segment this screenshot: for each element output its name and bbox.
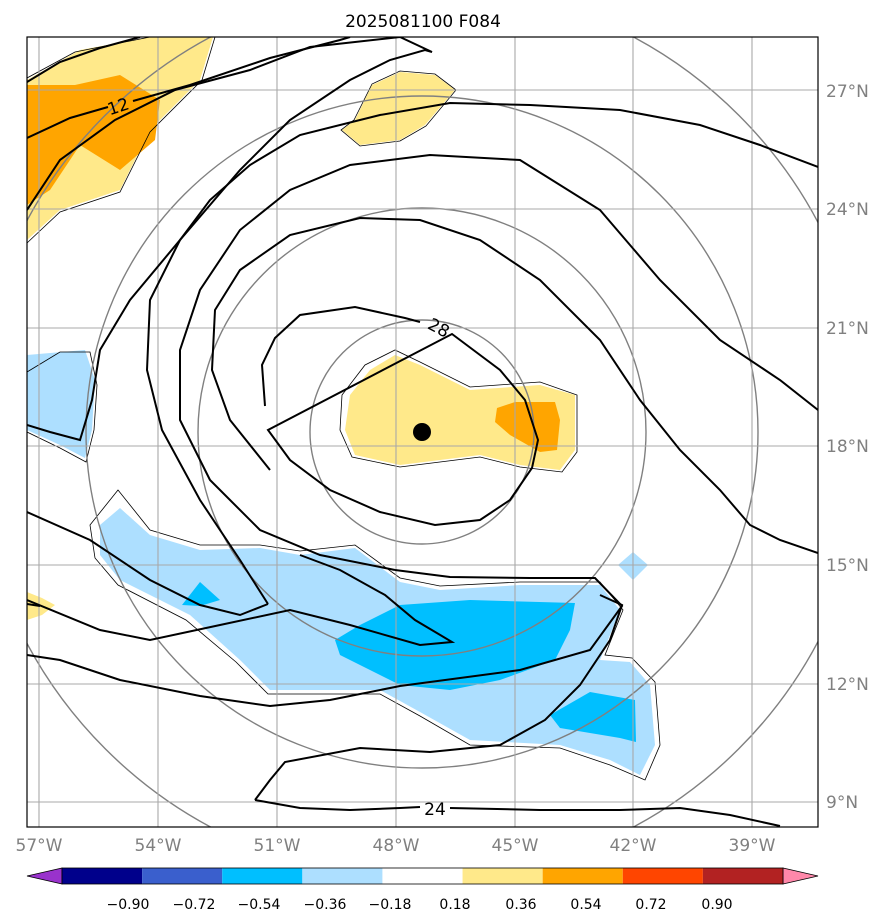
contour-ring-2 — [145, 101, 818, 605]
outline-south — [89, 489, 661, 781]
colorbar-box-5 — [382, 868, 463, 884]
cbar-label-9: 0.72 — [635, 897, 666, 913]
lon-tick-labels: 57°W 54°W 51°W 48°W 45°W 42°W 39°W — [16, 836, 776, 856]
shade-se-dark — [550, 692, 636, 742]
lat-tick-12n: 12°N — [826, 675, 869, 695]
shade-north-patch — [342, 72, 455, 145]
outline-west — [27, 351, 98, 463]
map-plot-area: 12 28 24 — [27, 37, 818, 827]
contour-south-inner — [27, 569, 624, 708]
colorbar: −0.90 −0.72 −0.54 −0.36 −0.18 0.18 0.36 … — [26, 867, 819, 913]
contour-12 — [27, 37, 351, 139]
lat-tick-24n: 24°N — [826, 200, 869, 220]
colorbar-frame — [61, 867, 784, 885]
colorbar-boxes — [62, 868, 783, 884]
lat-tick-18n: 18°N — [826, 437, 869, 457]
lat-tick-15n: 15°N — [826, 556, 869, 576]
lat-tick-9n: 9°N — [826, 793, 858, 813]
contour-label-28: 28 — [424, 315, 452, 343]
colorbar-box-7 — [542, 868, 623, 884]
contour-24 — [254, 594, 781, 827]
contour-outer-east — [27, 37, 433, 442]
colorbar-box-4 — [302, 868, 383, 884]
contour-28 — [260, 305, 540, 527]
cbar-label-2: −0.72 — [173, 897, 216, 913]
lon-tick-48w: 48°W — [373, 836, 420, 856]
colorbar-box-1 — [62, 868, 143, 884]
cbar-label-8: 0.54 — [570, 897, 601, 913]
contour-ring-3 — [179, 153, 818, 571]
cbar-label-7: 0.36 — [505, 897, 536, 913]
colorbar-box-9 — [702, 868, 783, 884]
cbar-label-1: −0.90 — [107, 897, 150, 913]
cbar-label-4: −0.36 — [304, 897, 347, 913]
lon-tick-42w: 42°W — [610, 836, 657, 856]
colorbar-extend-high — [782, 867, 819, 885]
shade-center-dark — [495, 402, 560, 452]
contour-west-tail — [27, 603, 41, 607]
range-rings — [27, 37, 818, 827]
positive-shading — [27, 37, 575, 620]
shade-center-light — [345, 355, 575, 470]
outline-center — [339, 349, 578, 473]
lat-tick-21n: 21°N — [826, 319, 869, 339]
cbar-label-10: 0.90 — [701, 897, 732, 913]
cbar-label-6: 0.18 — [439, 897, 470, 913]
graticule — [27, 37, 818, 827]
lon-tick-51w: 51°W — [254, 836, 301, 856]
lon-tick-57w: 57°W — [16, 836, 63, 856]
lon-tick-45w: 45°W — [492, 836, 539, 856]
range-ring-2 — [197, 207, 647, 657]
lat-tick-27n: 27°N — [826, 82, 869, 102]
cbar-label-5: −0.18 — [369, 897, 412, 913]
cbar-label-3: −0.54 — [238, 897, 281, 913]
storm-center-marker — [413, 423, 431, 441]
range-ring-1 — [309, 319, 535, 545]
contour-nw-inner — [27, 37, 141, 83]
shade-nw-dark — [27, 75, 160, 205]
contour-label-24: 24 — [424, 800, 446, 820]
map-title: 2025081100 F084 — [345, 12, 501, 32]
lat-tick-labels: 27°N 24°N 21°N 18°N 15°N 12°N 9°N — [826, 82, 869, 813]
lon-tick-39w: 39°W — [729, 836, 776, 856]
colorbar-box-2 — [142, 868, 223, 884]
colorbar-labels: −0.90 −0.72 −0.54 −0.36 −0.18 0.18 0.36 … — [107, 897, 733, 913]
contour-south-mid — [27, 554, 456, 647]
lon-tick-54w: 54°W — [135, 836, 182, 856]
colorbar-box-3 — [222, 868, 303, 884]
map-frame — [26, 36, 819, 828]
contour-outer-ring-a — [27, 511, 269, 617]
colorbar-extend-low — [26, 867, 63, 885]
colorbar-box-8 — [622, 868, 703, 884]
colorbar-box-6 — [462, 868, 543, 884]
height-contours — [27, 37, 818, 827]
outline-north-patch — [340, 70, 457, 147]
range-ring-3 — [85, 95, 759, 769]
contour-ring-4 — [210, 216, 818, 554]
